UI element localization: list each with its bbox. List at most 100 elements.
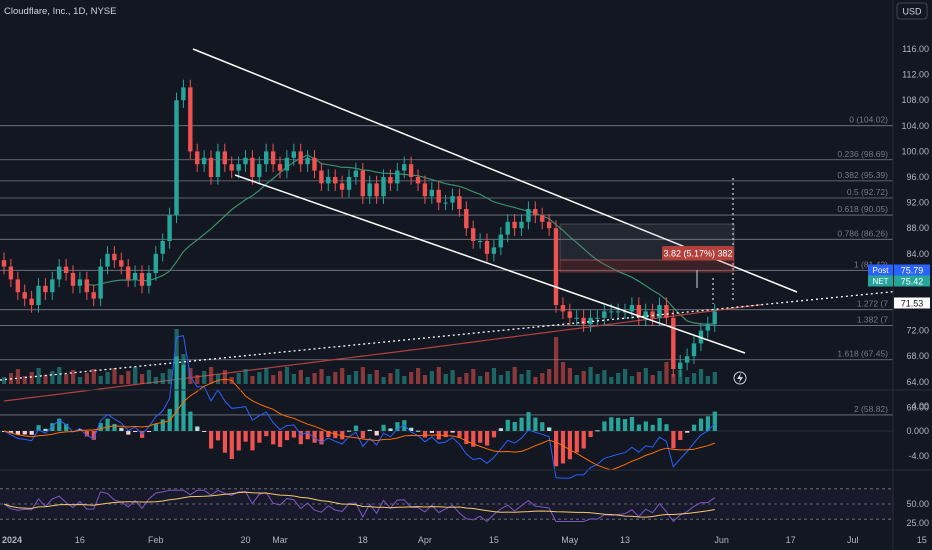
currency-button-bg[interactable]	[896, 2, 928, 20]
candle-body	[491, 247, 497, 254]
price-tick-label: 84.00	[906, 249, 929, 259]
time-tick-label: Apr	[418, 535, 432, 545]
candle-body	[257, 164, 262, 177]
volume-bar	[2, 377, 7, 384]
volume-bar	[581, 371, 586, 384]
macd-histogram-bar	[643, 421, 648, 431]
volume-bar	[71, 370, 76, 384]
candle-body	[50, 279, 55, 293]
macd-histogram-bar	[381, 424, 386, 431]
lightning-icon[interactable]	[733, 371, 747, 385]
volume-bar	[119, 375, 124, 384]
candle-body	[443, 202, 448, 204]
trend-lines[interactable]: 3.82 (5.17%) 382	[0, 48, 901, 381]
volume-bar	[160, 373, 165, 384]
candle-body	[353, 170, 359, 177]
macd-histogram-bar	[602, 421, 607, 431]
volume-bar	[609, 377, 614, 384]
candle-body	[436, 189, 441, 203]
rsi-tick-label: 50.00	[906, 499, 929, 509]
candle-body	[326, 177, 331, 184]
macd-histogram-bar	[181, 364, 186, 431]
price-badge	[894, 297, 930, 309]
volume-bar	[126, 371, 131, 384]
macd-histogram-bar	[395, 422, 400, 431]
macd-indicator[interactable]	[0, 335, 893, 479]
macd-histogram-bar	[429, 431, 434, 433]
candle-body	[388, 177, 393, 184]
fib-level-label: 0.618 (90.05)	[837, 204, 888, 214]
price-tick-label: 88.00	[906, 223, 929, 233]
candle-body	[519, 221, 524, 229]
candle-body	[57, 266, 62, 280]
candle-body	[312, 157, 317, 171]
price-tick-label: 104.00	[901, 121, 929, 131]
rsi-indicator[interactable]	[0, 488, 893, 523]
candle-body	[422, 183, 428, 197]
macd-histogram-bar	[98, 422, 103, 431]
volume-bar	[409, 372, 414, 384]
candle-body	[201, 157, 207, 165]
macd-histogram-bar	[367, 429, 372, 431]
candle-body	[615, 311, 621, 313]
macd-histogram-bar	[36, 425, 41, 431]
candle-body	[29, 298, 34, 305]
macd-histogram-bar	[554, 431, 559, 467]
measure-box[interactable]	[559, 259, 735, 273]
volume-bar	[22, 376, 27, 384]
macd-histogram-bar	[29, 431, 34, 435]
macd-histogram-bar	[616, 417, 621, 431]
candle-body	[450, 196, 455, 203]
fib-level-label: 1.618 (67.45)	[837, 349, 888, 359]
macd-histogram-bar	[229, 431, 234, 460]
macd-tick-label: 0.000	[906, 426, 929, 436]
volume-bar	[133, 367, 138, 384]
macd-histogram-bar	[512, 421, 517, 431]
macd-histogram-bar	[567, 431, 572, 460]
macd-histogram-bar	[443, 431, 448, 438]
macd-histogram-bar	[491, 431, 497, 438]
macd-histogram-bar	[84, 431, 89, 437]
candle-body	[291, 151, 296, 158]
macd-histogram-bar	[623, 418, 628, 431]
macd-histogram-bar	[174, 356, 179, 431]
candle-body	[264, 151, 269, 165]
time-tick-label: 15	[489, 535, 499, 545]
candle-body	[526, 209, 531, 222]
candle-body	[70, 273, 76, 286]
macd-histogram-bar	[195, 426, 200, 431]
candle-body	[112, 253, 117, 261]
candle-body	[243, 157, 248, 165]
macd-histogram-bar	[243, 431, 248, 442]
time-axis[interactable]: 2024 16 Feb 20 Mar 18 Apr 15 May 13 Jun 17 Jul 15	[2, 535, 927, 545]
candle-body	[602, 311, 607, 318]
candle-body	[664, 305, 669, 318]
candle-body	[498, 234, 503, 248]
macd-histogram-bar	[595, 430, 600, 432]
volume-bar	[77, 377, 83, 384]
candle-body	[457, 196, 462, 209]
price-axis[interactable]: 116.00 112.00 108.00 104.00 100.00 96.00 92.00…	[901, 44, 929, 412]
price-tick-label: 60.00	[906, 402, 929, 412]
candle-body	[581, 317, 586, 325]
price-tick-label: 108.00	[901, 95, 929, 105]
candle-body	[181, 87, 186, 101]
macd-histogram-bar	[119, 427, 124, 431]
candle-body	[84, 279, 89, 293]
candle-body	[98, 266, 103, 299]
dotted-trend-line[interactable]	[0, 290, 901, 381]
volume-bar	[602, 370, 607, 384]
measure-label-bg	[662, 246, 734, 260]
volume-bar	[478, 376, 483, 384]
currency-label[interactable]: USD	[902, 7, 922, 17]
macd-histogram-bar	[471, 431, 476, 447]
macd-histogram-bar	[519, 417, 524, 431]
candle-body	[650, 311, 655, 318]
macd-histogram-bar	[526, 412, 531, 431]
candle-body	[153, 253, 158, 273]
macd-histogram-bar	[153, 424, 158, 431]
price-tick-label: 100.00	[901, 146, 929, 156]
volume-bar	[353, 371, 359, 384]
channel-lower-line[interactable]	[234, 174, 746, 354]
